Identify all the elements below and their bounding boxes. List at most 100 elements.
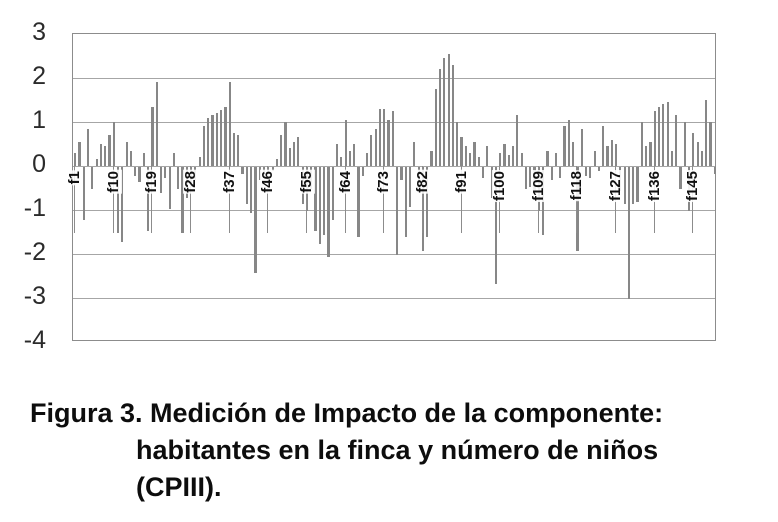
bar-f11: [116, 167, 120, 233]
x-tick-label-f28: f28: [182, 170, 199, 194]
bar-f70: [370, 135, 373, 166]
x-tick-label-f73: f73: [375, 170, 392, 194]
bar-f72: [378, 108, 382, 166]
bar-f132: [636, 167, 639, 203]
bar-f57: [314, 167, 317, 231]
bar-f73: [383, 108, 386, 166]
bar-f7: [99, 144, 102, 166]
bar-f24: [172, 152, 175, 166]
bar-f16: [138, 167, 141, 183]
bar-f87: [443, 58, 446, 166]
x-tick-line-f10: [113, 166, 114, 233]
bar-f139: [666, 102, 669, 166]
gridline-y--2: [73, 253, 715, 255]
bar-f130: [627, 167, 631, 299]
bar-f22: [164, 167, 167, 178]
bar-f64: [344, 119, 347, 166]
bar-f147: [700, 150, 704, 166]
x-tick-label-f145: f145: [684, 170, 701, 203]
bar-f114: [559, 167, 562, 178]
x-tick-line-f1: [74, 166, 75, 233]
y-tick-label--2: -2: [23, 238, 46, 266]
bar-f30: [198, 157, 201, 166]
bar-f97: [486, 146, 489, 166]
bar-f67: [357, 167, 360, 238]
bar-f77: [400, 167, 403, 181]
bar-f142: [679, 167, 682, 189]
bar-f8: [104, 146, 107, 166]
x-tick-label-f1: f1: [66, 170, 83, 186]
caption-line-1: Figura 3. Medición de Impacto de la comp…: [30, 398, 664, 428]
bar-f61: [331, 167, 334, 220]
bar-f14: [129, 150, 133, 166]
bar-f13: [125, 141, 128, 166]
bar-f117: [572, 141, 575, 166]
bar-f21: [159, 167, 163, 194]
bar-f122: [593, 150, 596, 166]
x-tick-line-f19: [151, 166, 152, 233]
bar-f52: [293, 141, 296, 166]
bar-f140: [670, 150, 673, 166]
bar-f63: [340, 157, 343, 166]
bar-f93: [469, 152, 472, 166]
bar-f6: [95, 159, 98, 166]
bar-f124: [602, 126, 605, 166]
bar-f107: [529, 167, 532, 187]
bar-f91: [460, 137, 463, 166]
bar-f3: [82, 167, 85, 220]
x-tick-label-f91: f91: [453, 170, 470, 194]
bar-f88: [447, 53, 450, 166]
x-tick-label-f118: f118: [568, 170, 585, 202]
bar-f20: [155, 82, 158, 166]
bar-f35: [220, 110, 223, 166]
y-tick-label-3: 3: [32, 18, 46, 46]
bar-f36: [224, 107, 227, 166]
x-tick-line-f37: [229, 166, 230, 233]
bar-f15: [134, 167, 137, 176]
bar-f115: [563, 126, 566, 166]
bar-f106: [524, 167, 528, 189]
bar-f76: [396, 167, 399, 255]
y-tick-label--1: -1: [23, 194, 46, 222]
x-tick-label-f46: f46: [259, 170, 276, 194]
gridline-y--3: [73, 297, 715, 299]
bar-f18: [147, 167, 150, 231]
bar-f137: [657, 106, 661, 166]
bar-f58: [318, 167, 321, 244]
x-tick-line-f82: [422, 166, 423, 233]
bar-f48: [275, 159, 279, 166]
bar-f96: [481, 167, 485, 178]
bar-f143: [683, 122, 686, 166]
bar-f102: [507, 155, 510, 166]
bar-f85: [434, 89, 437, 166]
x-tick-label-f10: f10: [105, 170, 122, 194]
bar-f60: [327, 167, 330, 258]
bar-f89: [451, 64, 455, 166]
bar-f111: [546, 150, 549, 166]
x-tick-line-f73: [383, 166, 384, 233]
y-tick-label--4: -4: [23, 326, 46, 354]
gridline-y--1: [73, 209, 715, 211]
bar-f43: [254, 167, 257, 273]
x-tick-label-f19: f19: [143, 170, 160, 194]
x-tick-line-f91: [461, 166, 462, 233]
bar-f83: [426, 167, 429, 238]
caption-line-2: habitantes en la finca y número de niños: [136, 435, 659, 465]
bar-f146: [696, 141, 699, 166]
bar-f47: [271, 167, 274, 172]
x-tick-line-f64: [345, 166, 346, 233]
x-tick-label-f136: f136: [646, 170, 663, 203]
bar-f126: [610, 139, 613, 166]
bar-f103: [511, 146, 515, 166]
bar-f75: [391, 111, 394, 166]
bar-f134: [645, 146, 648, 166]
bar-f42: [250, 167, 253, 214]
bar-f25: [177, 167, 180, 189]
y-tick-label-1: 1: [32, 106, 46, 134]
bar-f12: [121, 167, 124, 242]
bar-f121: [589, 167, 592, 178]
bar-f2: [78, 141, 81, 166]
bar-f17: [142, 152, 145, 166]
y-tick-label--3: -3: [23, 282, 46, 310]
bar-f49: [280, 135, 283, 166]
